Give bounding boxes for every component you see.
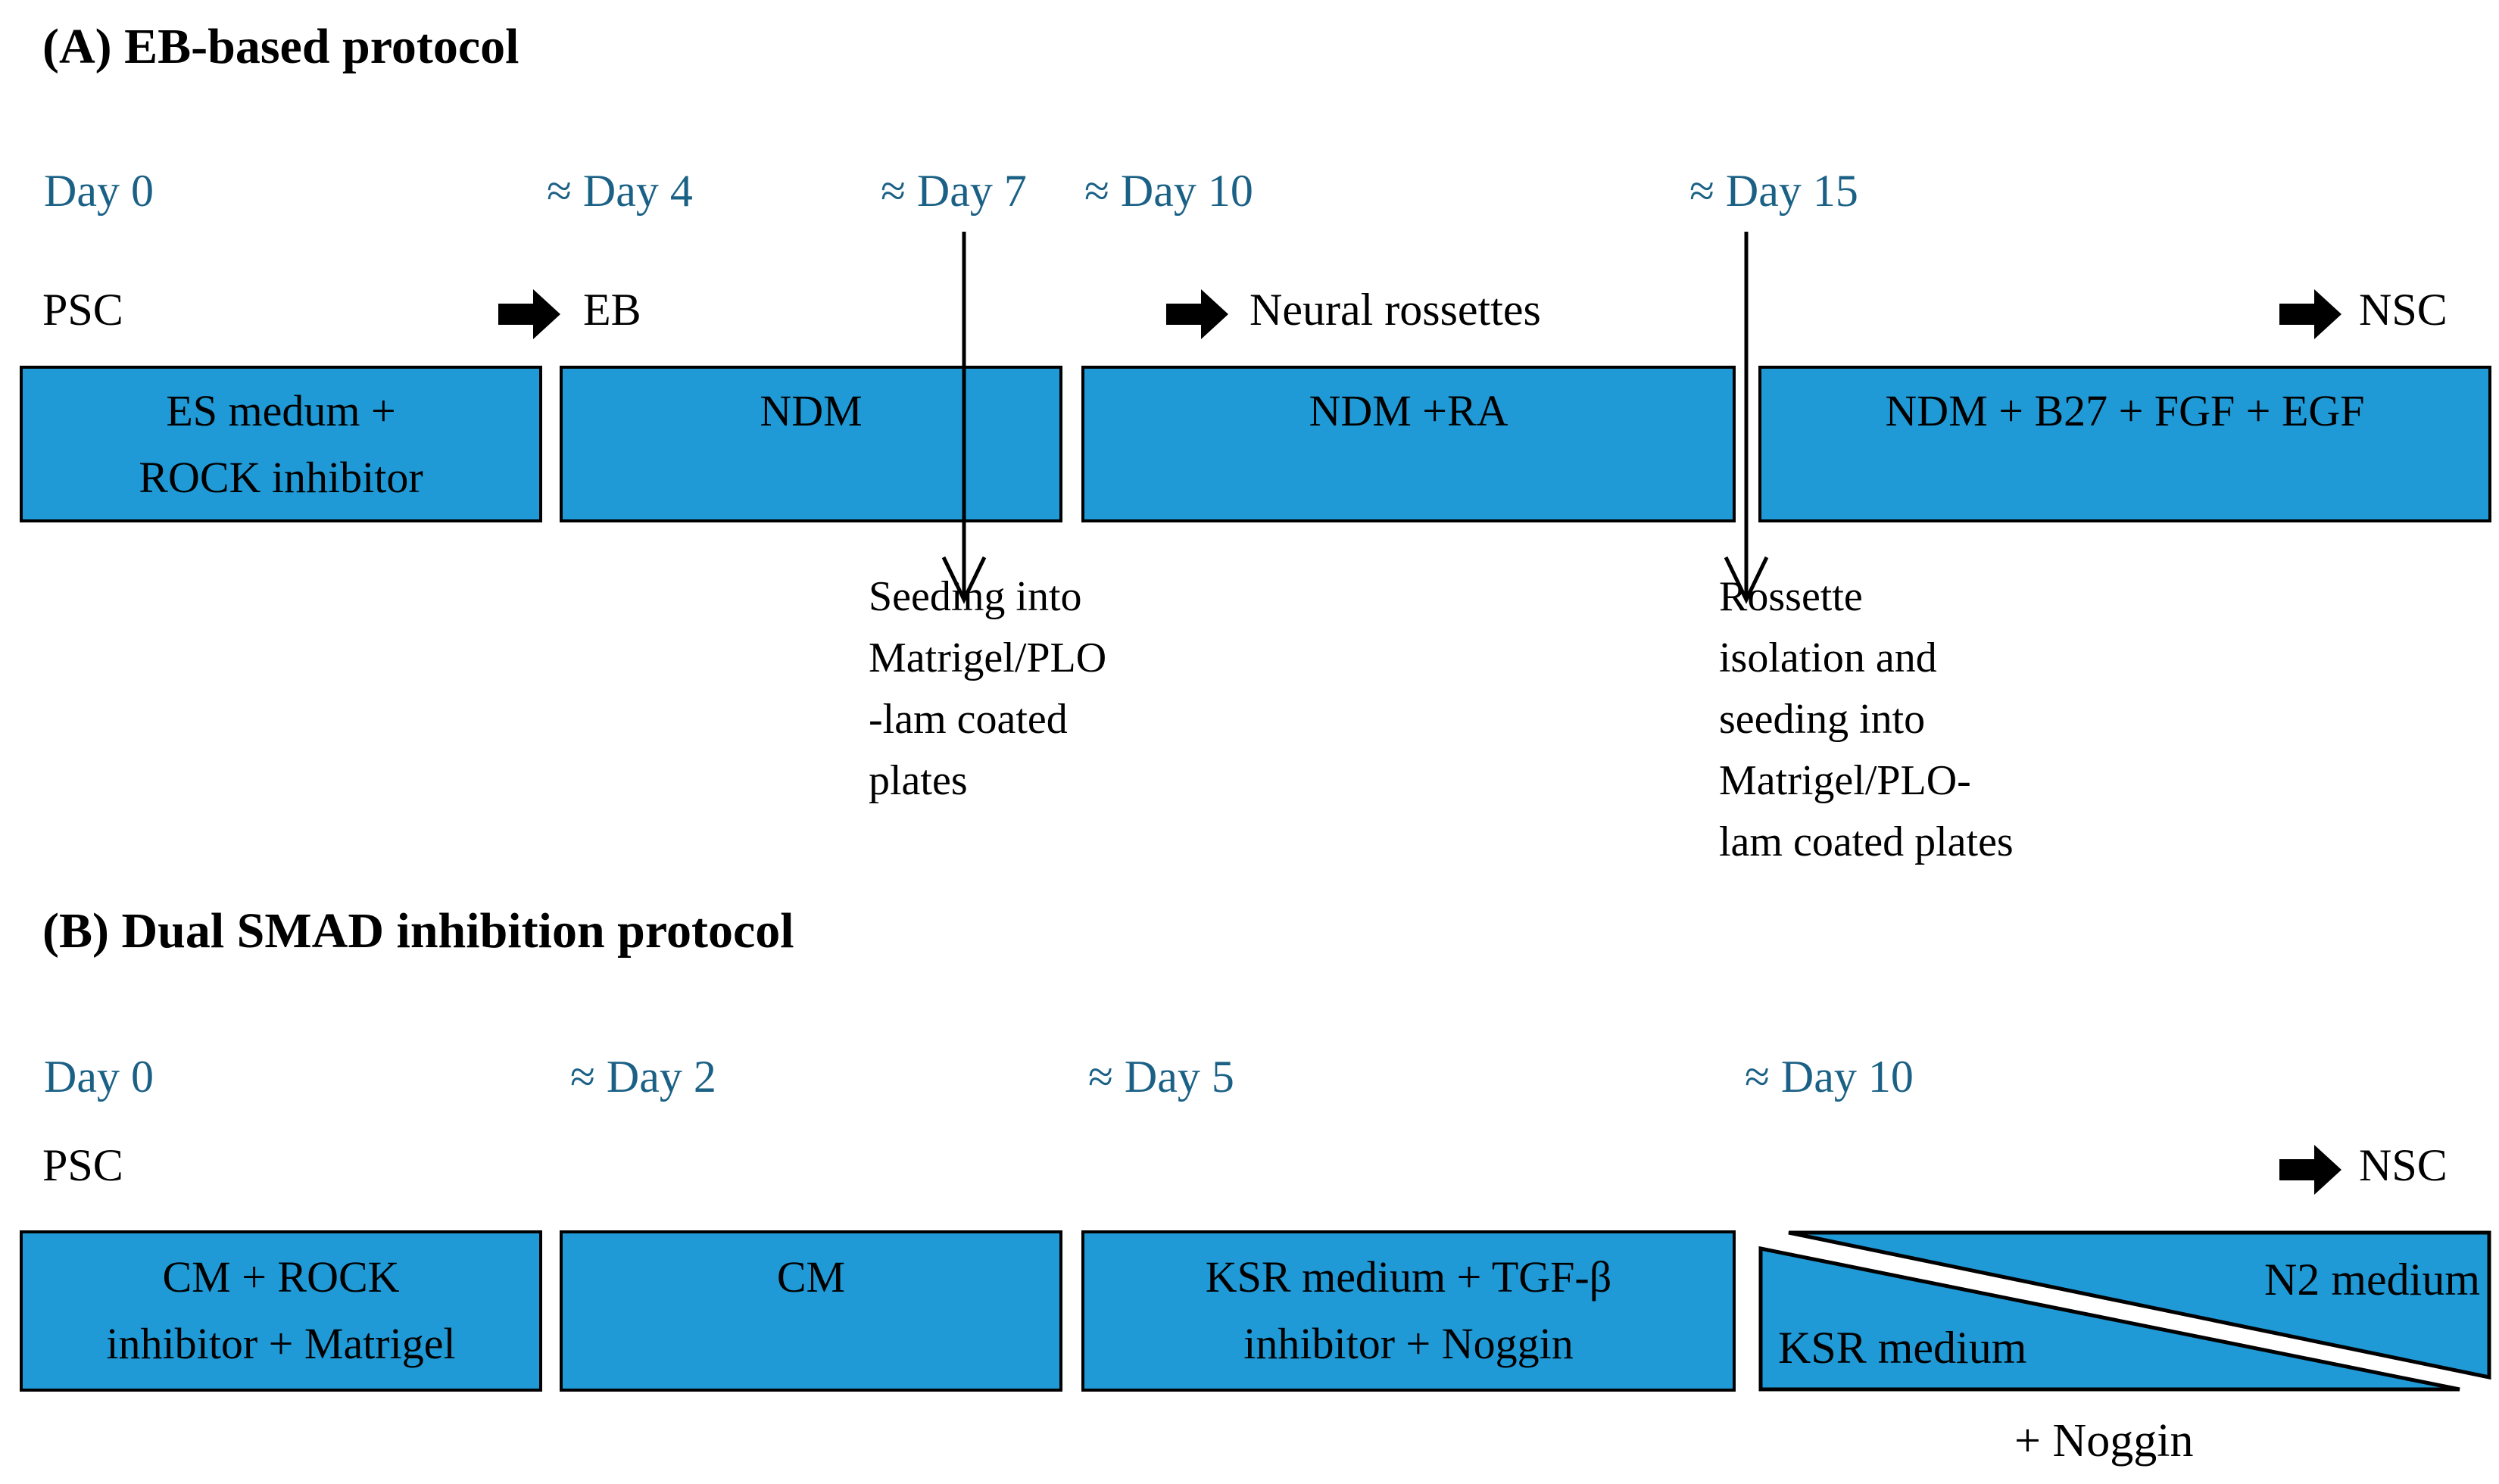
medium-box-label: NDM +RA	[1309, 386, 1508, 435]
stage-label-neural-rossettes: Neural rossettes	[1250, 285, 1541, 335]
medium-box-label: inhibitor + Matrigel	[106, 1319, 456, 1368]
n2-medium-label: N2 medium	[2264, 1255, 2480, 1305]
day-label-a-day10: ≈ Day 10	[1084, 166, 1253, 216]
day-label-a-day0: Day 0	[44, 166, 154, 216]
medium-box-label: NDM + B27 + FGF + EGF	[1885, 386, 2365, 435]
medium-box-label: CM + ROCK	[162, 1252, 400, 1302]
annotation-line: seeding into	[1719, 696, 1926, 743]
medium-box-cm: CM	[560, 1230, 1062, 1392]
medium-box-ndm-b27-fgf-egf: NDM + B27 + FGF + EGF	[1758, 366, 2491, 522]
medium-box-split-ksr-n2	[1758, 1230, 2491, 1392]
noggin-note: + Noggin	[2014, 1415, 2194, 1467]
medium-box-label: KSR medium + TGF-β	[1205, 1252, 1612, 1302]
annotation-rossette-isolation: Rossette isolation and seeding into Matr…	[1719, 566, 2014, 873]
stage-label-eb: EB	[583, 285, 641, 335]
stage-label-psc-b: PSC	[42, 1140, 123, 1190]
annotation-line: Matrigel/PLO	[869, 634, 1107, 681]
day-label-a-day15: ≈ Day 15	[1689, 166, 1858, 216]
right-arrow-icon	[498, 289, 560, 339]
split-box-upper-triangle	[1788, 1230, 2491, 1380]
annotation-seeding: Seeding into Matrigel/PLO -lam coated pl…	[869, 566, 1106, 812]
right-arrow-icon	[2279, 289, 2341, 339]
day-label-b-day5: ≈ Day 5	[1088, 1052, 1234, 1102]
annotation-line: plates	[869, 757, 968, 804]
medium-box-ksr-tgfb-noggin: KSR medium + TGF-β inhibitor + Noggin	[1081, 1230, 1736, 1392]
annotation-line: Rossette	[1719, 573, 1863, 620]
day-label-b-day2: ≈ Day 2	[570, 1052, 716, 1102]
day-label-b-day10: ≈ Day 10	[1745, 1052, 1914, 1102]
medium-box-label: ES medum +	[166, 386, 396, 435]
medium-box-es-rock: ES medum + ROCK inhibitor	[20, 366, 542, 522]
section-b-title: (B) Dual SMAD inhibition protocol	[42, 903, 794, 959]
annotation-line: Seeding into	[869, 573, 1082, 620]
annotation-line: -lam coated	[869, 696, 1068, 743]
stage-label-nsc-b: NSC	[2359, 1140, 2448, 1190]
annotation-line: Matrigel/PLO-	[1719, 757, 1971, 804]
annotation-line: lam coated plates	[1719, 818, 2014, 865]
day-label-b-day0: Day 0	[44, 1052, 154, 1102]
right-arrow-icon	[2279, 1145, 2341, 1195]
ksr-medium-label: KSR medium	[1778, 1323, 2027, 1373]
day-label-a-day7: ≈ Day 7	[881, 166, 1027, 216]
medium-box-label: inhibitor + Noggin	[1243, 1319, 1574, 1368]
medium-box-label: NDM	[760, 386, 863, 435]
stage-label-nsc-a: NSC	[2359, 285, 2448, 335]
right-arrow-icon	[1166, 289, 1228, 339]
section-a-title: (A) EB-based protocol	[42, 19, 519, 74]
medium-box-label: ROCK inhibitor	[139, 453, 423, 502]
medium-box-ndm-ra: NDM +RA	[1081, 366, 1736, 522]
split-box-lower-triangle	[1758, 1246, 2460, 1392]
day-label-a-day4: ≈ Day 4	[547, 166, 693, 216]
medium-box-label: CM	[776, 1252, 846, 1302]
medium-box-cm-rock-matrigel: CM + ROCK inhibitor + Matrigel	[20, 1230, 542, 1392]
annotation-line: isolation and	[1719, 634, 1937, 681]
medium-box-ndm: NDM	[560, 366, 1062, 522]
stage-label-psc-a: PSC	[42, 285, 123, 335]
down-arrow-day15-icon	[1724, 232, 1769, 604]
down-arrow-day7-icon	[941, 232, 987, 604]
